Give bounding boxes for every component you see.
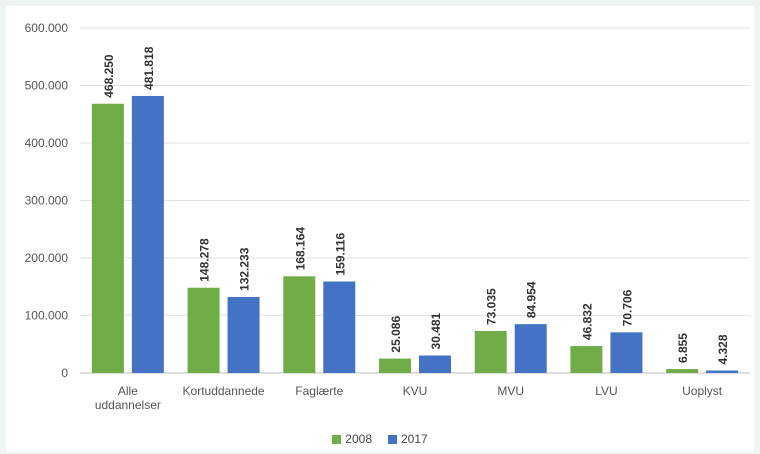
bar-2008 bbox=[187, 287, 220, 373]
y-tick-label: 100.000 bbox=[25, 309, 69, 323]
legend-swatch-2017 bbox=[388, 434, 397, 444]
data-label-2017: 70.706 bbox=[620, 289, 634, 326]
data-label-2017: 481.818 bbox=[142, 46, 156, 90]
x-tick-label: KVU bbox=[403, 384, 428, 398]
data-label-2017: 30.481 bbox=[429, 312, 443, 349]
bar-2017 bbox=[227, 296, 260, 373]
y-tick-label: 400.000 bbox=[25, 136, 69, 150]
y-tick-label: 500.000 bbox=[25, 79, 69, 93]
x-tick-label: uddannelser bbox=[95, 398, 161, 412]
bar-2017 bbox=[419, 355, 451, 373]
bar-chart: 0 100.000 200.000 300.000 400.000 500.000 600.… bbox=[25, 21, 750, 412]
y-tick-label: 200.000 bbox=[25, 251, 69, 265]
chart-frame: 0 100.000 200.000 300.000 400.000 500.000 600.… bbox=[6, 6, 754, 452]
data-label-2017: 84.954 bbox=[525, 281, 539, 318]
data-label-2008: 6.855 bbox=[676, 333, 690, 363]
y-tick-label: 300.000 bbox=[25, 194, 69, 208]
legend-item-2017: 2017 bbox=[388, 432, 428, 446]
x-tick-label: Kortuddannede bbox=[183, 384, 265, 398]
data-label-2008: 25.086 bbox=[389, 316, 403, 353]
legend: 2008 2017 bbox=[6, 432, 754, 446]
bar-2017 bbox=[514, 324, 547, 373]
data-label-2017: 132.233 bbox=[238, 247, 252, 291]
bar-2008 bbox=[474, 331, 507, 373]
x-tick-label: MVU bbox=[497, 384, 524, 398]
y-tick-label: 0 bbox=[61, 366, 68, 380]
x-tick-label: Faglærte bbox=[295, 384, 343, 398]
data-label-2017: 4.328 bbox=[716, 334, 730, 364]
bar-2008 bbox=[379, 358, 411, 373]
legend-swatch-2008 bbox=[332, 434, 342, 444]
bar-2008 bbox=[666, 369, 699, 373]
legend-label-2017: 2017 bbox=[401, 432, 428, 446]
legend-item-2008: 2008 bbox=[332, 432, 372, 446]
bar-2008 bbox=[570, 346, 603, 373]
bar-2017 bbox=[610, 332, 643, 373]
data-label-2008: 168.164 bbox=[293, 227, 307, 271]
bar-2008 bbox=[283, 276, 316, 373]
data-label-2008: 46.832 bbox=[580, 303, 594, 340]
x-tick-label: Alle bbox=[118, 384, 138, 398]
x-tick-label: Uoplyst bbox=[682, 384, 723, 398]
bar-2017 bbox=[131, 95, 164, 373]
bar-2017 bbox=[706, 370, 739, 373]
data-label-2008: 73.035 bbox=[485, 288, 499, 325]
data-label-2017: 159.116 bbox=[333, 232, 347, 275]
bar-2008 bbox=[91, 103, 124, 373]
data-label-2008: 468.250 bbox=[102, 54, 116, 98]
legend-label-2008: 2008 bbox=[345, 432, 372, 446]
x-tick-label: LVU bbox=[595, 384, 617, 398]
data-label-2008: 148.278 bbox=[198, 238, 212, 282]
bar-2017 bbox=[323, 281, 356, 373]
y-tick-label: 600.000 bbox=[25, 21, 69, 35]
